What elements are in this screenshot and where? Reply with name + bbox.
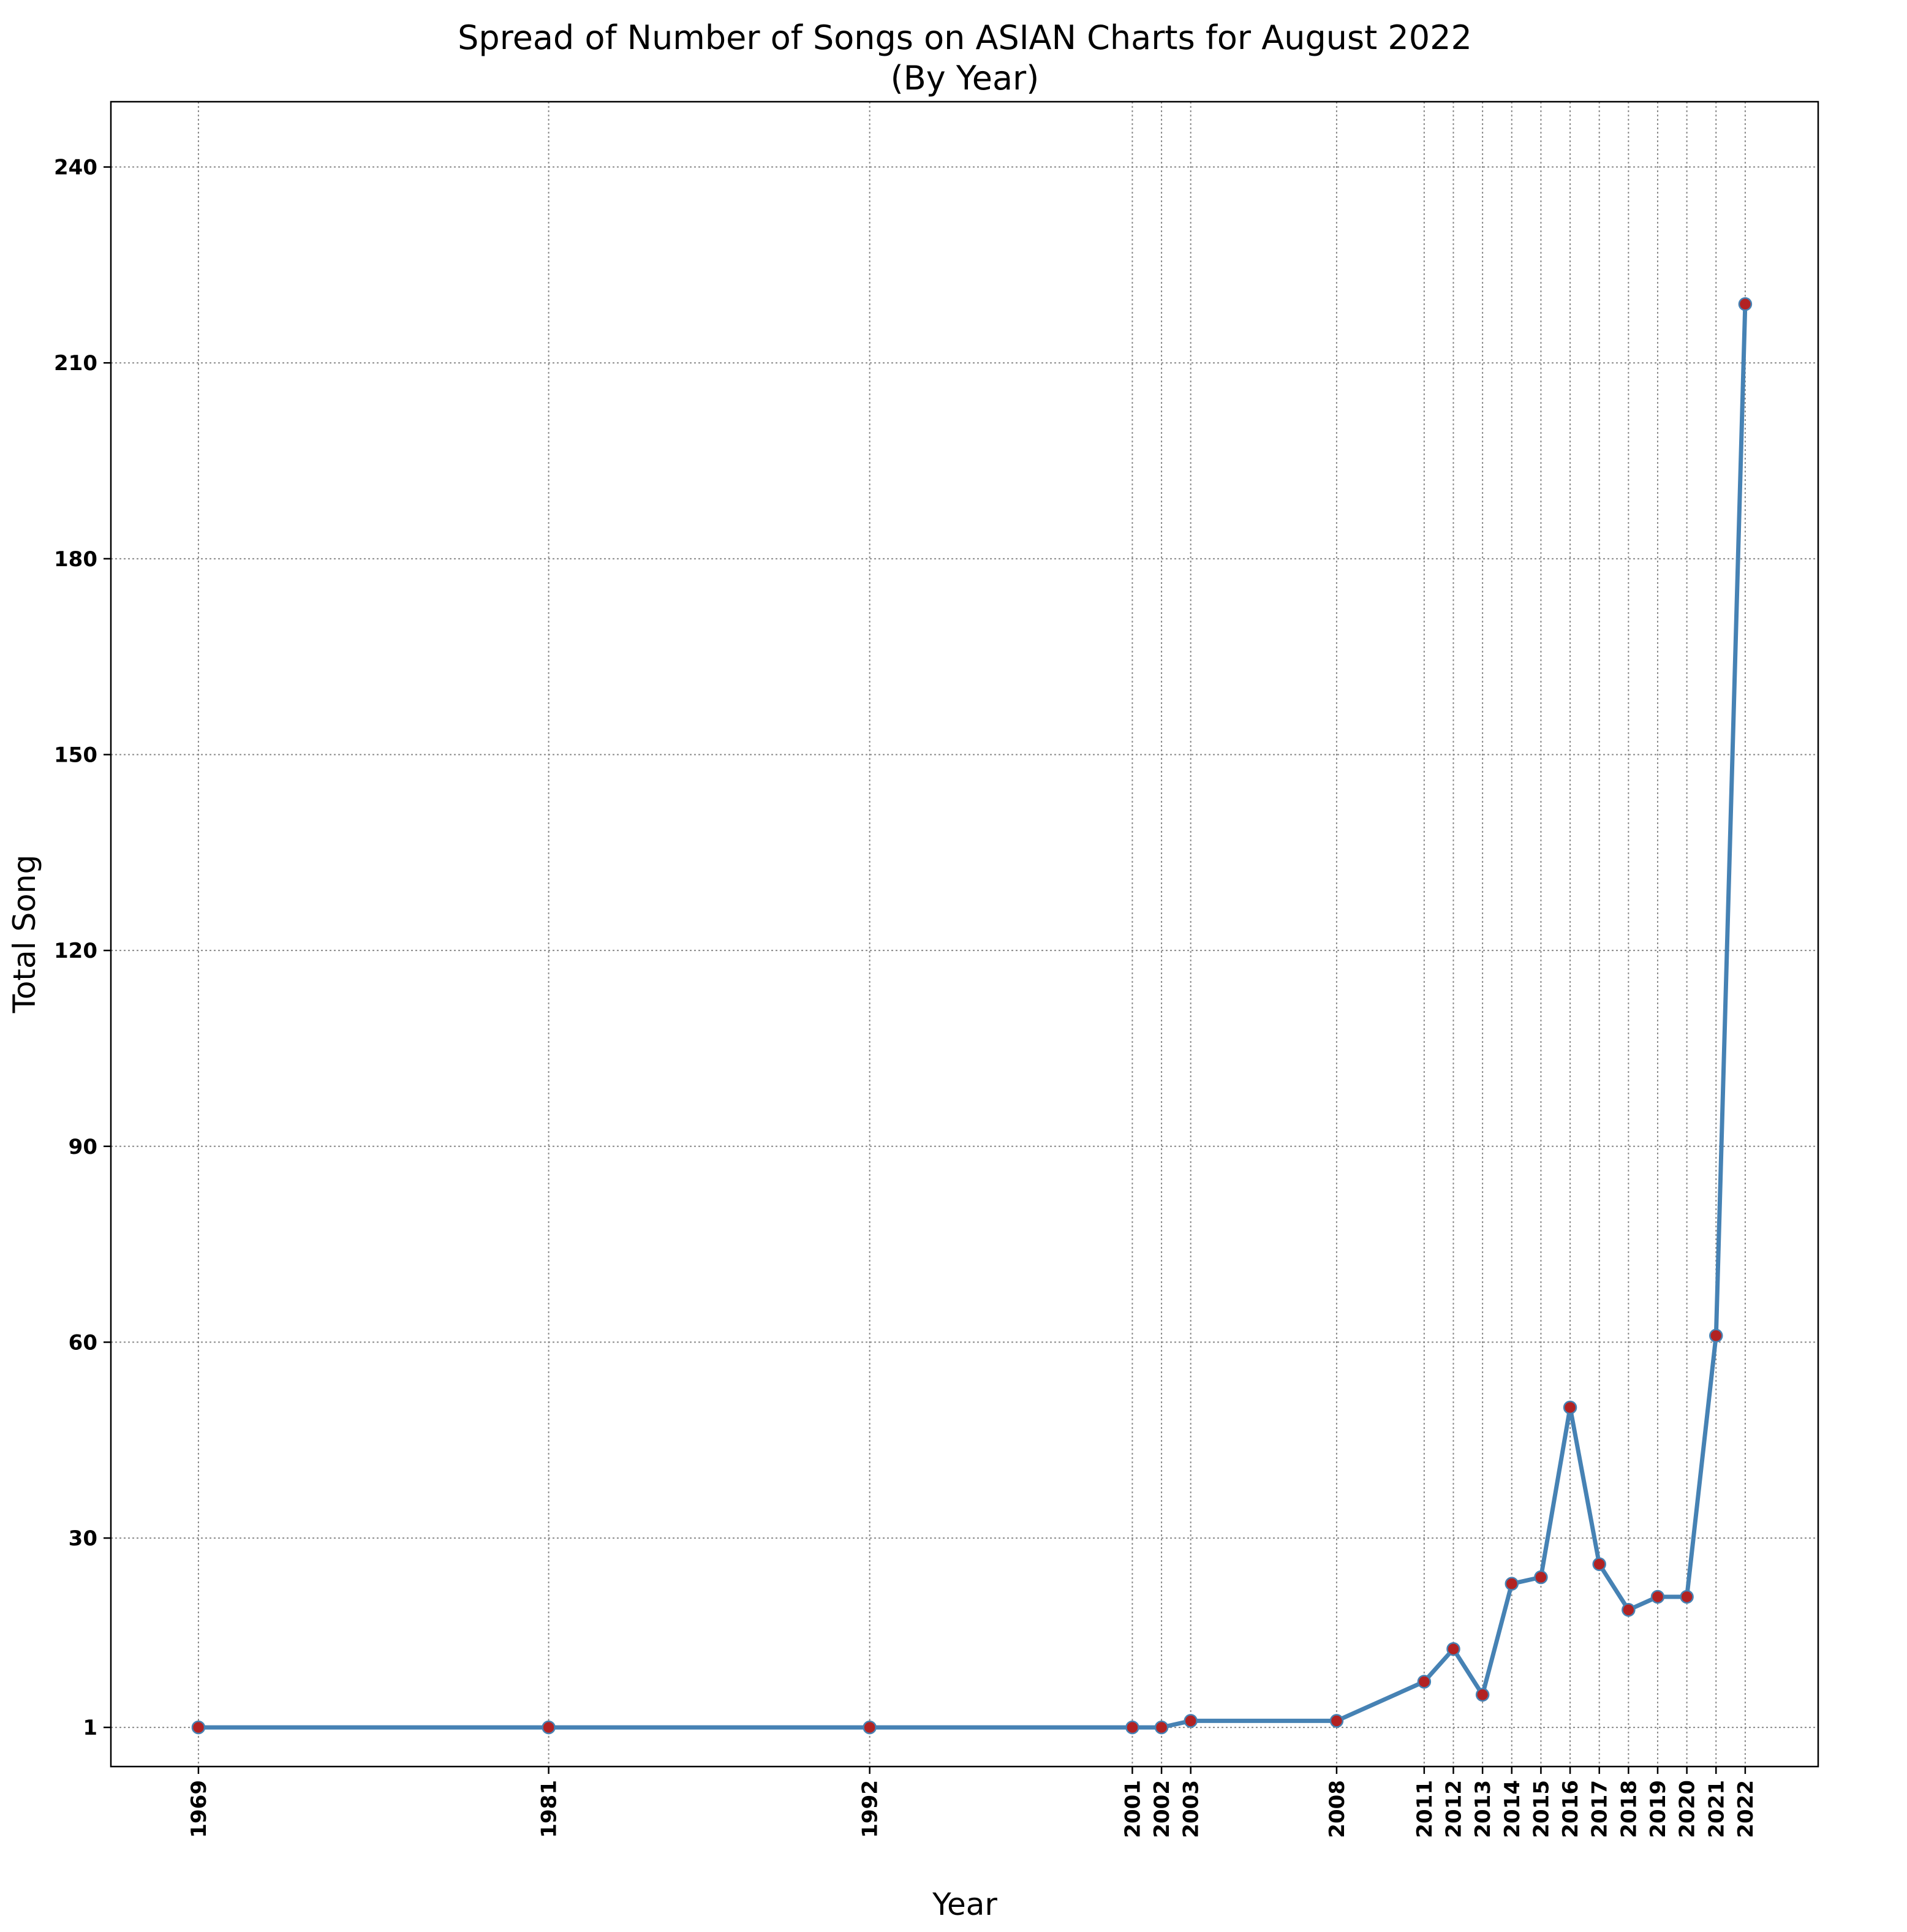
data-point xyxy=(1184,1714,1198,1728)
y-tick-label: 240 xyxy=(54,156,97,180)
x-tick-label: 2012 xyxy=(1441,1780,1466,1838)
y-axis: 1 30 60 90 120 150 180 210 240 xyxy=(54,156,111,1740)
y-tick-label: 60 xyxy=(69,1330,97,1355)
data-point xyxy=(1505,1577,1519,1591)
data-point xyxy=(1680,1589,1694,1604)
y-tick-label: 1 xyxy=(83,1716,97,1740)
x-tick-label: 2002 xyxy=(1150,1780,1174,1838)
series-group xyxy=(191,297,1753,1735)
x-tick-label: 2001 xyxy=(1120,1780,1145,1838)
data-point xyxy=(1446,1642,1460,1656)
x-tick-label: 2011 xyxy=(1413,1780,1437,1838)
x-tick-label: 2017 xyxy=(1588,1780,1612,1838)
x-tick-label: 1981 xyxy=(537,1780,562,1838)
data-point xyxy=(1738,297,1753,311)
data-point xyxy=(1329,1714,1344,1728)
data-point xyxy=(1417,1675,1432,1689)
data-point xyxy=(1534,1570,1548,1585)
data-point xyxy=(191,1720,206,1735)
x-tick-label: 2018 xyxy=(1617,1780,1641,1838)
x-tick-label: 1992 xyxy=(858,1780,883,1838)
plot-frame xyxy=(110,100,1819,1768)
y-tick-label: 210 xyxy=(54,351,97,376)
data-point xyxy=(1154,1720,1169,1735)
y-tick-label: 90 xyxy=(69,1135,97,1159)
x-axis-label: Year xyxy=(932,1887,997,1922)
series-line xyxy=(196,301,1748,1730)
data-point xyxy=(1622,1603,1636,1617)
x-tick-label: 2014 xyxy=(1500,1780,1525,1838)
x-axis: 1969 1981 1992 2001 2002 2003 2008 2011 2012 2013… xyxy=(187,1767,1758,1838)
data-point xyxy=(1475,1688,1490,1702)
chart-title: Spread of Number of Songs on ASIAN Chart… xyxy=(458,18,1472,57)
y-axis-label: Total Song xyxy=(7,855,42,1013)
data-point xyxy=(1650,1589,1665,1604)
data-point xyxy=(542,1720,556,1735)
x-tick-label: 2008 xyxy=(1325,1780,1350,1838)
data-point xyxy=(1125,1720,1139,1735)
data-point xyxy=(1709,1328,1723,1343)
x-tick-label: 2022 xyxy=(1734,1780,1758,1838)
data-point xyxy=(1592,1557,1606,1571)
x-tick-label: 2016 xyxy=(1558,1780,1583,1838)
x-tick-label: 2003 xyxy=(1179,1780,1204,1838)
x-tick-label: 2013 xyxy=(1471,1780,1495,1838)
y-tick-label: 120 xyxy=(54,939,97,963)
x-tick-label: 2015 xyxy=(1529,1780,1554,1838)
y-tick-label: 150 xyxy=(54,743,97,767)
x-tick-label: 2020 xyxy=(1675,1780,1700,1838)
grid-lines xyxy=(111,102,1818,1767)
x-tick-label: 2019 xyxy=(1646,1780,1671,1838)
x-tick-label: 2021 xyxy=(1704,1780,1729,1838)
data-point xyxy=(1563,1400,1577,1415)
y-tick-label: 180 xyxy=(54,547,97,572)
data-point xyxy=(863,1720,877,1735)
chart-subtitle: (By Year) xyxy=(891,59,1040,97)
y-tick-label: 30 xyxy=(69,1526,97,1551)
x-tick-label: 1969 xyxy=(187,1780,211,1838)
